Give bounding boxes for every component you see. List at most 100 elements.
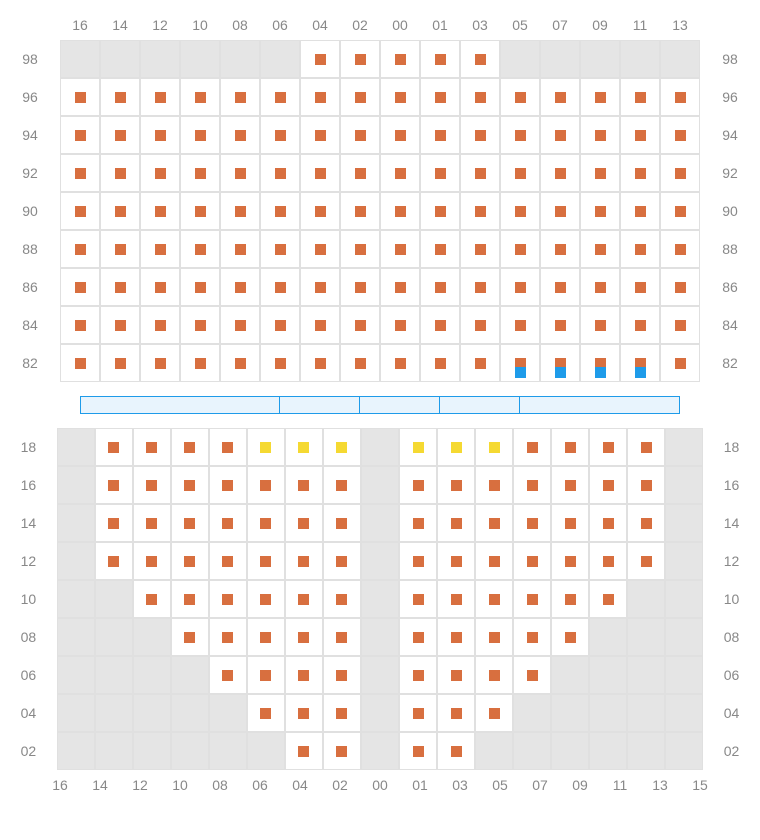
- seat-cell[interactable]: [399, 542, 437, 580]
- seat-cell[interactable]: [285, 732, 323, 770]
- seat-cell[interactable]: [475, 428, 513, 466]
- seat-cell[interactable]: [300, 40, 340, 78]
- seat-cell[interactable]: [580, 78, 620, 116]
- seat-cell[interactable]: [551, 694, 589, 732]
- seat-cell[interactable]: [57, 428, 95, 466]
- seat-cell[interactable]: [420, 268, 460, 306]
- seat-cell[interactable]: [180, 268, 220, 306]
- seat-cell[interactable]: [551, 466, 589, 504]
- seat-cell[interactable]: [513, 732, 551, 770]
- seat-cell[interactable]: [620, 78, 660, 116]
- seat-cell[interactable]: [60, 154, 100, 192]
- seat-cell[interactable]: [540, 230, 580, 268]
- seat-cell[interactable]: [540, 344, 580, 382]
- seat-cell[interactable]: [620, 344, 660, 382]
- seat-cell[interactable]: [475, 694, 513, 732]
- seat-cell[interactable]: [140, 344, 180, 382]
- seat-cell[interactable]: [627, 732, 665, 770]
- seat-cell[interactable]: [380, 230, 420, 268]
- seat-cell[interactable]: [665, 504, 703, 542]
- seat-cell[interactable]: [140, 230, 180, 268]
- seat-cell[interactable]: [399, 694, 437, 732]
- seat-cell[interactable]: [500, 306, 540, 344]
- seat-cell[interactable]: [361, 694, 399, 732]
- seat-cell[interactable]: [589, 428, 627, 466]
- seat-cell[interactable]: [180, 306, 220, 344]
- seat-cell[interactable]: [361, 466, 399, 504]
- seat-cell[interactable]: [589, 580, 627, 618]
- seat-cell[interactable]: [460, 40, 500, 78]
- seat-cell[interactable]: [361, 656, 399, 694]
- seat-cell[interactable]: [361, 428, 399, 466]
- seat-cell[interactable]: [300, 78, 340, 116]
- seat-cell[interactable]: [220, 268, 260, 306]
- seat-cell[interactable]: [620, 116, 660, 154]
- seat-cell[interactable]: [380, 40, 420, 78]
- seat-cell[interactable]: [300, 344, 340, 382]
- seat-cell[interactable]: [399, 504, 437, 542]
- seat-cell[interactable]: [540, 268, 580, 306]
- seat-cell[interactable]: [180, 192, 220, 230]
- seat-cell[interactable]: [500, 116, 540, 154]
- seat-cell[interactable]: [209, 504, 247, 542]
- seat-cell[interactable]: [323, 580, 361, 618]
- seat-cell[interactable]: [220, 154, 260, 192]
- seat-cell[interactable]: [100, 116, 140, 154]
- seat-cell[interactable]: [580, 344, 620, 382]
- seat-cell[interactable]: [60, 116, 100, 154]
- seat-cell[interactable]: [260, 40, 300, 78]
- seat-cell[interactable]: [57, 618, 95, 656]
- seat-cell[interactable]: [627, 428, 665, 466]
- seat-cell[interactable]: [437, 466, 475, 504]
- seat-cell[interactable]: [513, 656, 551, 694]
- seat-cell[interactable]: [500, 154, 540, 192]
- seat-cell[interactable]: [140, 40, 180, 78]
- seat-cell[interactable]: [100, 40, 140, 78]
- seat-cell[interactable]: [540, 78, 580, 116]
- seat-cell[interactable]: [285, 428, 323, 466]
- seat-cell[interactable]: [540, 306, 580, 344]
- seat-cell[interactable]: [475, 466, 513, 504]
- seat-cell[interactable]: [323, 504, 361, 542]
- seat-cell[interactable]: [627, 656, 665, 694]
- seat-cell[interactable]: [57, 466, 95, 504]
- seat-cell[interactable]: [100, 230, 140, 268]
- seat-cell[interactable]: [420, 78, 460, 116]
- seat-cell[interactable]: [399, 732, 437, 770]
- seat-cell[interactable]: [665, 580, 703, 618]
- seat-cell[interactable]: [133, 542, 171, 580]
- seat-cell[interactable]: [100, 192, 140, 230]
- seat-cell[interactable]: [460, 344, 500, 382]
- seat-cell[interactable]: [551, 580, 589, 618]
- seat-cell[interactable]: [551, 732, 589, 770]
- seat-cell[interactable]: [420, 40, 460, 78]
- seat-cell[interactable]: [437, 428, 475, 466]
- seat-cell[interactable]: [260, 306, 300, 344]
- seat-cell[interactable]: [100, 268, 140, 306]
- seat-cell[interactable]: [475, 504, 513, 542]
- seat-cell[interactable]: [665, 542, 703, 580]
- seat-cell[interactable]: [460, 230, 500, 268]
- seat-cell[interactable]: [620, 154, 660, 192]
- seat-cell[interactable]: [57, 656, 95, 694]
- seat-cell[interactable]: [380, 344, 420, 382]
- seat-cell[interactable]: [247, 580, 285, 618]
- seat-cell[interactable]: [220, 192, 260, 230]
- seat-cell[interactable]: [500, 268, 540, 306]
- seat-cell[interactable]: [460, 78, 500, 116]
- seat-cell[interactable]: [380, 268, 420, 306]
- seat-cell[interactable]: [323, 694, 361, 732]
- seat-cell[interactable]: [361, 580, 399, 618]
- seat-cell[interactable]: [95, 694, 133, 732]
- seat-cell[interactable]: [660, 116, 700, 154]
- seat-cell[interactable]: [665, 694, 703, 732]
- seat-cell[interactable]: [171, 694, 209, 732]
- seat-cell[interactable]: [95, 542, 133, 580]
- seat-cell[interactable]: [475, 656, 513, 694]
- seat-cell[interactable]: [340, 192, 380, 230]
- seat-cell[interactable]: [180, 78, 220, 116]
- seat-cell[interactable]: [340, 40, 380, 78]
- seat-cell[interactable]: [140, 154, 180, 192]
- seat-cell[interactable]: [420, 154, 460, 192]
- seat-cell[interactable]: [620, 306, 660, 344]
